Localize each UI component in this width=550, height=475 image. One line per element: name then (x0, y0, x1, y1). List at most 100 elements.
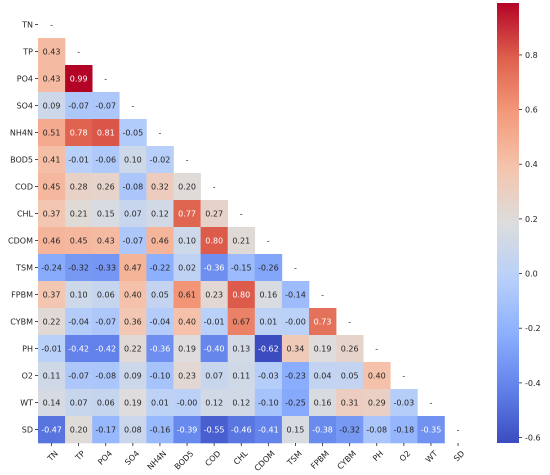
cell-value-label: 0.04 (314, 372, 332, 381)
diagonal-dash: - (104, 75, 107, 84)
cell-value-label: -0.40 (204, 345, 225, 354)
cell-value-label: -0.03 (258, 372, 279, 381)
cell-value-label: 0.36 (124, 318, 142, 327)
cell-value-label: 0.05 (341, 372, 359, 381)
heatmap-cell (92, 92, 120, 120)
cell-value-label: 0.07 (124, 210, 142, 219)
heatmap-cell (65, 92, 93, 120)
heatmap-cell (336, 335, 364, 363)
heatmap-cell (119, 308, 147, 336)
colorbar (497, 3, 519, 443)
heatmap-cell (254, 416, 283, 444)
cell-value-label: -0.01 (204, 318, 225, 327)
cell-value-label: 0.34 (287, 345, 305, 354)
colorbar-tick-label: 0.6 (525, 106, 538, 115)
cell-value-label: 0.06 (97, 399, 115, 408)
x-tick-label: TP (73, 449, 87, 463)
cell-value-label: 0.20 (70, 426, 88, 435)
heatmap-cell (173, 173, 201, 201)
cell-value-label: -0.18 (393, 426, 414, 435)
cell-value-label: -0.10 (258, 399, 279, 408)
heatmap-cell (281, 389, 310, 417)
cell-value-label: 0.12 (151, 210, 169, 219)
heatmap-cell (173, 200, 201, 228)
heatmap-cell (254, 254, 283, 282)
cell-value-label: 0.12 (232, 399, 250, 408)
cell-value-label: 0.05 (151, 291, 169, 300)
heatmap-cell (309, 416, 337, 444)
heatmap-cell (65, 335, 93, 363)
cell-value-label: -0.05 (122, 129, 143, 138)
cell-value-label: -0.33 (95, 264, 116, 273)
heatmap-cell (119, 227, 147, 255)
heatmap-cell (146, 254, 174, 282)
heatmap-cell (65, 254, 93, 282)
cell-value-label: -0.04 (150, 318, 171, 327)
heatmap-cell (65, 416, 93, 444)
cell-value-label: 0.11 (232, 372, 250, 381)
colorbar-tick-label: 0.2 (525, 215, 538, 224)
heatmap-cell (146, 416, 174, 444)
colorbar-tick-label: -0.6 (525, 434, 541, 443)
heatmap-cell (146, 146, 174, 174)
diagonal-dash: - (50, 21, 53, 30)
heatmap-cell (38, 173, 66, 201)
heatmap-cell (363, 416, 391, 444)
heatmap-cell (173, 335, 201, 363)
cell-value-label: 0.10 (178, 237, 196, 246)
heatmap-cell (146, 362, 174, 390)
heatmap-cell (254, 389, 283, 417)
heatmap-cell (119, 146, 147, 174)
diagonal-dash: - (294, 264, 297, 273)
x-tick-label: CHL (232, 449, 250, 467)
cell-value-label: -0.00 (285, 318, 306, 327)
diagonal-dash: - (402, 372, 405, 381)
colorbar-tick-label: 0.4 (525, 160, 538, 169)
cell-value-label: -0.01 (68, 156, 89, 165)
heatmap-cell (65, 308, 93, 336)
cell-value-label: 0.09 (43, 102, 61, 111)
cell-value-label: 0.07 (205, 372, 223, 381)
heatmap-cell (38, 281, 66, 309)
heatmap-cell (65, 173, 93, 201)
y-tick-label: BOD5 (10, 156, 33, 165)
heatmap-cell (92, 308, 120, 336)
heatmap-cell (309, 335, 337, 363)
heatmap-cell (65, 65, 93, 93)
cell-value-label: 0.06 (97, 291, 115, 300)
cell-value-label: 0.80 (205, 237, 223, 246)
heatmap-cell (38, 65, 66, 93)
y-tick-label: COD (15, 183, 33, 192)
heatmap-cell (363, 389, 391, 417)
heatmap-cell (119, 362, 147, 390)
heatmap-cell (92, 119, 120, 147)
cell-value-label: 0.16 (314, 399, 332, 408)
cell-value-label: 0.28 (70, 183, 88, 192)
y-tick-label: TN (21, 21, 33, 30)
cell-value-label: 0.26 (97, 183, 115, 192)
heatmap-cell (146, 335, 174, 363)
cell-value-label: 0.14 (43, 399, 61, 408)
cell-value-label: -0.23 (285, 372, 306, 381)
cell-value-label: -0.07 (68, 102, 89, 111)
x-tick-label: TSM (285, 449, 304, 468)
cell-value-label: 0.16 (259, 291, 277, 300)
cell-value-label: 0.78 (70, 129, 88, 138)
heatmap-cell (119, 119, 147, 147)
colorbar-tick-label: 0.8 (525, 51, 538, 60)
heatmap-cell (173, 227, 201, 255)
cell-value-label: 0.32 (151, 183, 169, 192)
cell-value-label: -0.08 (366, 426, 387, 435)
heatmap-cell (38, 308, 66, 336)
heatmap-cell (92, 146, 120, 174)
heatmap-cell (254, 362, 283, 390)
cell-value-label: -0.16 (150, 426, 171, 435)
colorbar-tick-label: -0.4 (525, 379, 541, 388)
x-tick-label: O2 (398, 449, 412, 463)
heatmap-cell (38, 254, 66, 282)
heatmap-cell (92, 362, 120, 390)
heatmap-cell (38, 92, 66, 120)
colorbar-tick-label: 0.0 (525, 270, 538, 279)
heatmap-cell (309, 308, 337, 336)
diagonal-dash: - (159, 129, 162, 138)
